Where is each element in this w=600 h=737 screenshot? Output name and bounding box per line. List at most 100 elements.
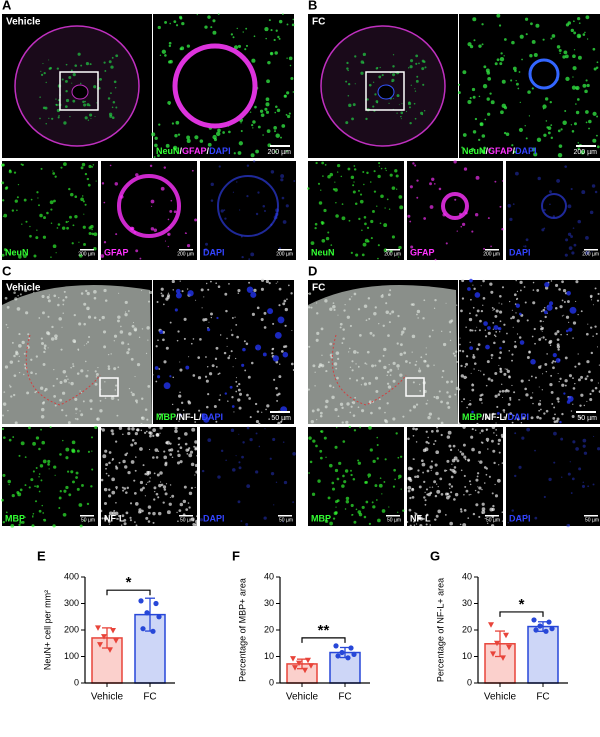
texture-dot (172, 145, 178, 151)
texture-dot (124, 453, 128, 457)
texture-dot (472, 353, 475, 356)
texture-dot (580, 310, 583, 313)
texture-dot (136, 428, 140, 432)
texture-dot (62, 299, 65, 302)
texture-dot (400, 455, 403, 458)
texture-dot (482, 304, 484, 306)
texture-dot (155, 433, 160, 437)
texture-dot (534, 376, 537, 379)
texture-dot (433, 396, 436, 398)
border-line (25, 334, 101, 406)
texture-dot (568, 321, 570, 323)
texture-dot (572, 227, 575, 229)
data-point (546, 619, 552, 625)
texture-dot (103, 345, 107, 349)
texture-dot (366, 98, 369, 101)
texture-dot (315, 338, 319, 342)
texture-dot (567, 395, 574, 402)
texture-dot (61, 326, 63, 328)
texture-dot (499, 205, 502, 208)
texture-dot (392, 361, 396, 365)
texture-dot (468, 480, 471, 483)
texture-dot (157, 375, 161, 379)
texture-dot (478, 329, 481, 332)
texture-dot (10, 523, 15, 528)
texture-dot (503, 372, 507, 376)
texture-dot (186, 244, 191, 248)
texture-dot (70, 381, 74, 386)
texture-dot (68, 493, 72, 497)
texture-dot (65, 79, 68, 83)
texture-dot (462, 133, 467, 137)
texture-dot (52, 172, 56, 175)
texture-dot (387, 334, 390, 337)
texture-dot (378, 359, 382, 363)
texture-dot (325, 369, 328, 373)
texture-dot (13, 354, 16, 358)
texture-dot (310, 419, 315, 424)
texture-dot (188, 447, 191, 450)
texture-dot (24, 484, 27, 487)
texture-dot (470, 493, 472, 496)
roi-box (99, 377, 119, 397)
y-tick-label: 30 (264, 598, 274, 608)
texture-dot (276, 393, 279, 397)
texture-dot (563, 301, 566, 304)
texture-dot (57, 116, 60, 119)
texture-dot (319, 414, 323, 418)
texture-dot (179, 502, 184, 507)
texture-dot (571, 251, 575, 255)
texture-dot (248, 281, 251, 284)
texture-dot (228, 130, 231, 134)
texture-dot (18, 333, 21, 336)
texture-dot (462, 523, 467, 527)
texture-dot (584, 89, 588, 94)
texture-dot (350, 473, 353, 477)
channel-label: DAPI (203, 513, 225, 523)
texture-dot (273, 504, 275, 506)
texture-dot (549, 383, 553, 387)
texture-dot (563, 314, 565, 316)
texture-dot (387, 385, 392, 389)
texture-dot (152, 511, 156, 516)
scale-bar (576, 145, 596, 147)
texture-dot (5, 186, 9, 189)
texture-dot (493, 432, 495, 434)
texture-dot (314, 222, 318, 226)
scale-label: 200 µm (177, 251, 194, 257)
texture-dot (179, 446, 183, 450)
texture-dot (246, 164, 250, 167)
texture-dot (270, 29, 273, 32)
texture-dot (284, 345, 288, 348)
texture-dot (275, 133, 280, 138)
texture-dot (59, 380, 63, 384)
scale-bar (576, 411, 596, 413)
texture-dot (495, 428, 497, 431)
texture-dot (592, 483, 595, 486)
texture-dot (423, 60, 426, 64)
texture-dot (13, 291, 16, 295)
texture-dot (86, 177, 90, 181)
texture-dot (91, 228, 93, 231)
texture-dot (450, 475, 454, 479)
texture-dot (361, 376, 365, 380)
texture-dot (152, 434, 155, 438)
texture-dot (108, 60, 112, 64)
texture-dot (530, 416, 534, 420)
texture-dot (562, 55, 566, 59)
texture-dot (147, 384, 151, 388)
texture-dot (228, 355, 231, 357)
texture-dot (586, 38, 589, 40)
texture-dot (366, 226, 370, 229)
texture-dot (490, 100, 495, 105)
texture-dot (95, 372, 99, 376)
texture-dot (463, 398, 466, 401)
texture-dot (594, 190, 598, 194)
texture-dot (152, 456, 155, 459)
texture-dot (69, 115, 71, 118)
texture-dot (512, 66, 517, 71)
texture-dot (186, 452, 189, 455)
texture-dot (234, 316, 236, 318)
texture-dot (104, 381, 106, 383)
texture-dot (184, 442, 188, 446)
